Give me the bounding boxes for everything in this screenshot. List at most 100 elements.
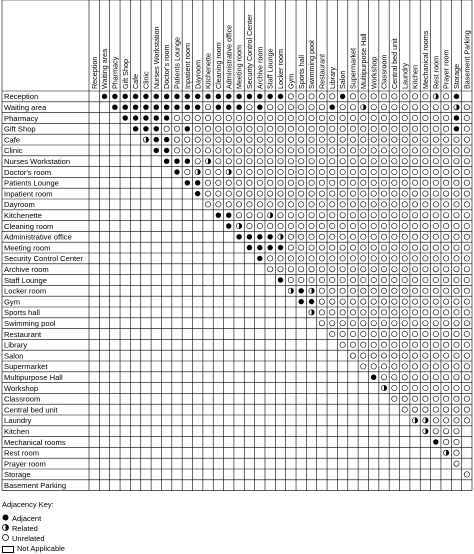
unrelated-mark: [381, 309, 388, 316]
row-label: Locker room: [4, 287, 46, 296]
unrelated-mark: [422, 363, 429, 370]
unrelated-mark: [298, 233, 305, 240]
unrelated-mark: [443, 125, 450, 132]
adjacent-mark: [163, 147, 170, 154]
row-label: Kitchenette: [4, 211, 42, 220]
unrelated-mark: [463, 147, 470, 154]
unrelated-mark: [463, 179, 470, 186]
unrelated-mark: [360, 147, 367, 154]
key-not-applicable-label: Not Applicable: [17, 544, 65, 553]
unrelated-mark: [422, 233, 429, 240]
unrelated-mark: [349, 266, 356, 273]
unrelated-mark: [422, 147, 429, 154]
unrelated-mark: [339, 147, 346, 154]
unrelated-mark: [422, 125, 429, 132]
unrelated-mark: [422, 330, 429, 337]
unrelated-mark: [391, 341, 398, 348]
unrelated-mark: [329, 147, 336, 154]
column-label: Rest room: [431, 56, 440, 89]
adjacent-mark: [184, 93, 191, 100]
unrelated-mark: [370, 309, 377, 316]
unrelated-mark: [246, 190, 253, 197]
unrelated-mark: [453, 287, 460, 294]
unrelated-mark: [205, 169, 212, 176]
unrelated-mark: [381, 320, 388, 327]
row-label: Basement Parking: [4, 481, 66, 490]
unrelated-mark: [401, 330, 408, 337]
adjacent-mark: [163, 104, 170, 110]
unrelated-mark: [463, 115, 470, 122]
unrelated-mark: [381, 298, 388, 305]
unrelated-mark: [391, 169, 398, 176]
unrelated-mark: [443, 417, 450, 424]
unrelated-mark: [246, 212, 253, 219]
unrelated-mark: [236, 125, 243, 132]
unrelated-mark: [412, 374, 419, 381]
unrelated-mark: [463, 320, 470, 327]
unrelated-mark: [360, 169, 367, 176]
unrelated-mark: [422, 201, 429, 208]
column-label: Salon: [338, 71, 347, 89]
adjacent-mark: [257, 244, 263, 251]
column-label: Basement Parking: [462, 30, 471, 89]
unrelated-mark: [370, 93, 377, 100]
unrelated-mark: [308, 212, 315, 219]
adjacent-mark: [174, 104, 180, 110]
row-label: Staff Lounge: [4, 276, 47, 285]
unrelated-mark: [349, 352, 356, 359]
unrelated-mark: [184, 136, 191, 143]
unrelated-mark: [453, 169, 460, 176]
unrelated-mark: [412, 115, 419, 122]
unrelated-mark: [453, 147, 460, 154]
unrelated-mark: [412, 395, 419, 402]
column-label: Mechanical rooms: [421, 30, 430, 89]
unrelated-mark: [412, 158, 419, 165]
unrelated-mark: [329, 169, 336, 176]
unrelated-mark: [381, 212, 388, 219]
key-related-label: Related: [12, 524, 38, 533]
unrelated-mark: [443, 384, 450, 391]
unrelated-mark: [422, 223, 429, 230]
unrelated-mark: [308, 93, 315, 100]
unrelated-mark: [412, 309, 419, 316]
unrelated-mark: [463, 287, 470, 294]
unrelated-mark: [173, 125, 180, 132]
unrelated-mark: [370, 298, 377, 305]
unrelated-mark: [443, 298, 450, 305]
unrelated-mark: [329, 320, 336, 327]
unrelated-mark: [339, 309, 346, 316]
unrelated-mark: [422, 320, 429, 327]
unrelated-mark: [443, 244, 450, 251]
adjacent-mark: [143, 93, 149, 100]
unrelated-mark: [277, 266, 284, 273]
unrelated-mark: [370, 158, 377, 165]
related-mark-fill: [456, 104, 460, 110]
column-label: Staff Lounge: [266, 48, 275, 89]
unrelated-mark: [246, 179, 253, 186]
unrelated-mark: [381, 330, 388, 337]
row-label: Supermarket: [4, 362, 48, 371]
unrelated-mark: [339, 201, 346, 208]
unrelated-mark: [318, 244, 325, 251]
unrelated-mark: [443, 266, 450, 273]
related-mark-fill: [384, 385, 387, 391]
unrelated-mark: [215, 158, 222, 165]
unrelated-mark: [443, 287, 450, 294]
unrelated-mark: [298, 158, 305, 165]
unrelated-mark: [256, 201, 263, 208]
unrelated-mark: [412, 363, 419, 370]
related-mark-fill: [239, 223, 242, 229]
unrelated-mark: [360, 276, 367, 283]
unrelated-mark: [194, 136, 201, 143]
unrelated-mark: [184, 147, 191, 154]
unrelated-mark: [267, 201, 274, 208]
unrelated-mark: [318, 309, 325, 316]
unrelated-mark: [267, 147, 274, 154]
unrelated-mark: [339, 104, 346, 111]
unrelated-mark: [453, 395, 460, 402]
unrelated-mark: [329, 136, 336, 143]
row-label: Central bed unit: [4, 405, 59, 414]
unrelated-mark: [412, 190, 419, 197]
unrelated-mark: [381, 136, 388, 143]
related-mark-fill: [435, 93, 439, 100]
